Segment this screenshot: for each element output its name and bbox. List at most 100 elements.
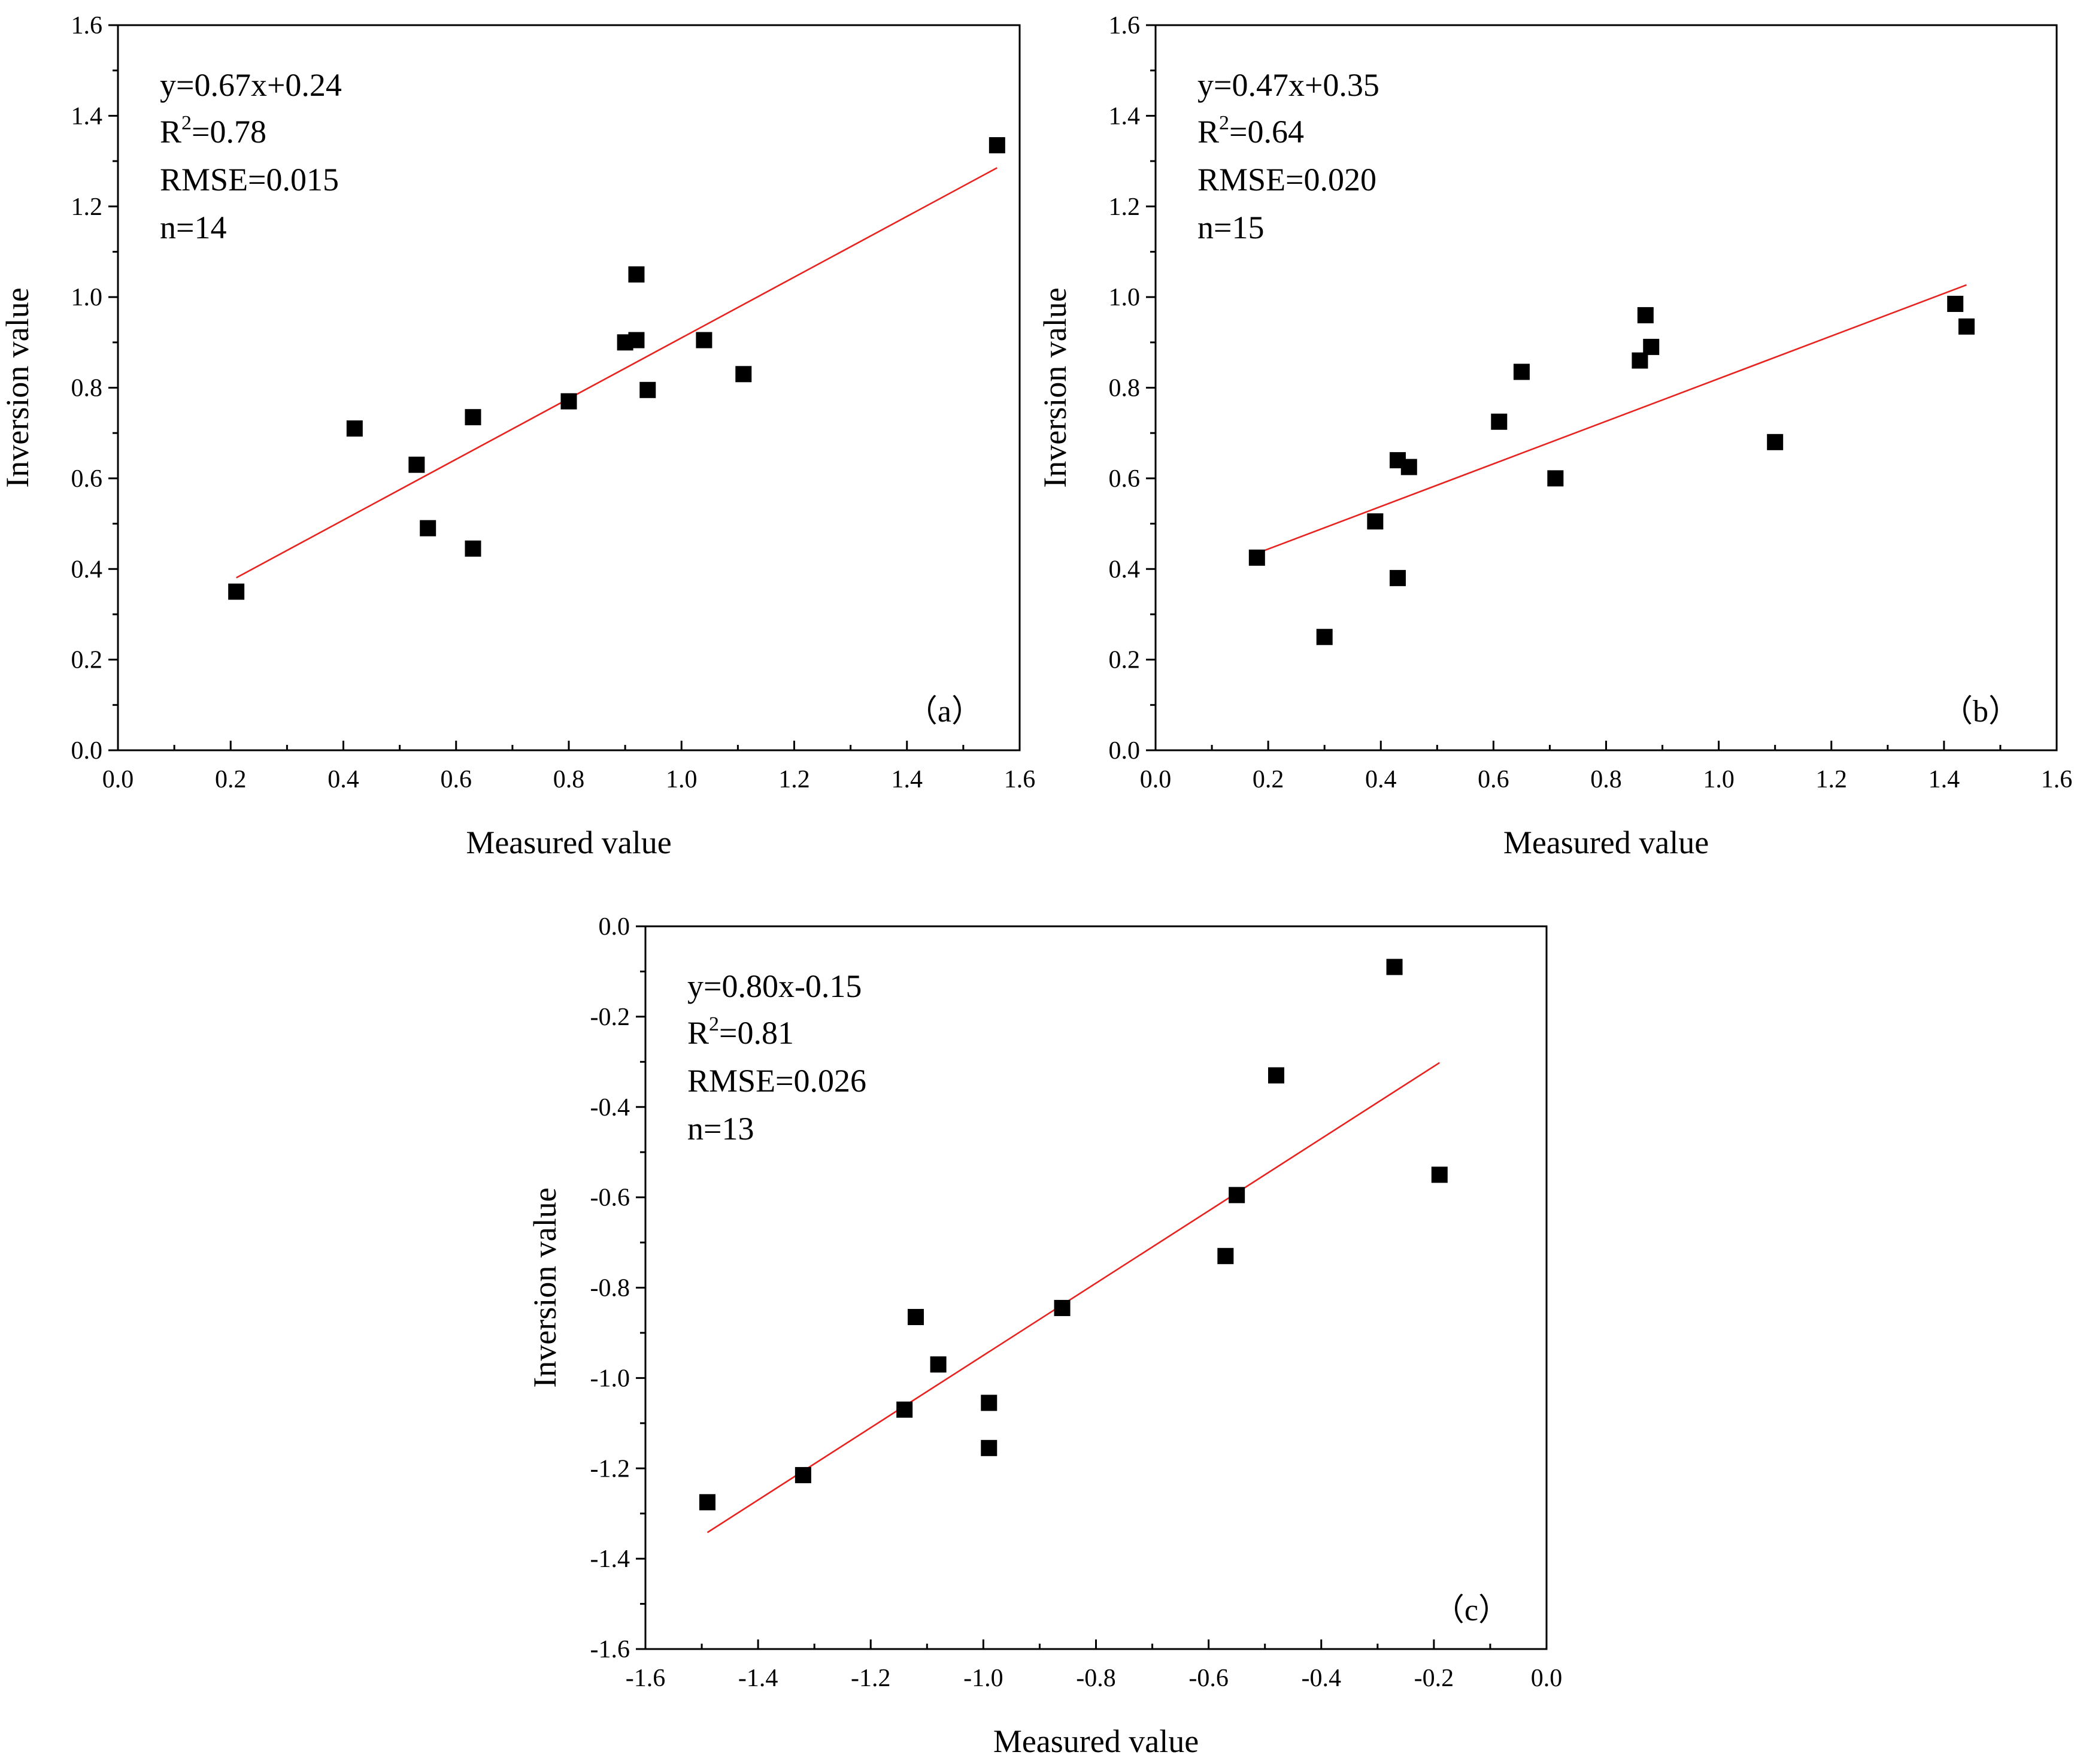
y-tick-label: 1.4 [1109, 102, 1141, 130]
y-tick-label: 1.2 [1109, 193, 1141, 221]
x-tick-label: 1.0 [666, 766, 698, 793]
y-tick-label: -0.8 [590, 1275, 630, 1302]
data-point [1400, 459, 1417, 475]
y-tick-label: 1.6 [1109, 12, 1141, 40]
x-tick-label: 0.2 [1253, 766, 1284, 793]
data-point [465, 409, 481, 426]
x-tick-label: 0.0 [1531, 1665, 1563, 1692]
data-point [1217, 1248, 1234, 1265]
data-point [696, 332, 712, 348]
sample-count: n=15 [1197, 210, 1264, 245]
regression-line [707, 1062, 1440, 1533]
y-tick-label: 0.8 [1109, 375, 1141, 402]
rmse: RMSE=0.020 [1197, 162, 1376, 198]
data-point [228, 583, 245, 600]
y-tick-label: 0.4 [71, 556, 103, 583]
y-axis-title: Inversion value [527, 1187, 563, 1387]
x-tick-label: 0.4 [328, 766, 359, 793]
x-axis-title: Measured value [466, 825, 671, 860]
regression-equation: y=0.47x+0.35 [1197, 67, 1379, 103]
data-point [795, 1467, 811, 1484]
y-axis-title: Inversion value [0, 287, 35, 487]
x-axis-title: Measured value [993, 1723, 1199, 1759]
data-point [1547, 470, 1564, 487]
y-tick-label: 0.2 [71, 647, 103, 674]
x-tick-label: -1.6 [626, 1665, 666, 1692]
x-tick-label: 0.6 [441, 766, 472, 793]
data-point [896, 1401, 913, 1418]
y-tick-label: 1.2 [71, 193, 103, 221]
panel-label: （c） [1433, 1593, 1509, 1627]
y-tick-label: 1.6 [71, 12, 103, 40]
sample-count: n=14 [160, 210, 226, 245]
data-point [1268, 1067, 1284, 1084]
data-point [981, 1439, 997, 1456]
data-point [560, 393, 577, 410]
x-axis-title: Measured value [1503, 825, 1709, 860]
y-axis-title: Inversion value [1037, 287, 1073, 487]
data-point [1389, 569, 1406, 586]
x-tick-label: 1.2 [1816, 766, 1848, 793]
y-tick-label: 0.2 [1109, 647, 1141, 674]
data-point [1431, 1166, 1448, 1183]
rmse: RMSE=0.015 [160, 162, 339, 198]
panel-label: （b） [1942, 695, 2020, 729]
data-point [628, 266, 645, 283]
regression-line [236, 167, 997, 579]
data-point [930, 1356, 947, 1373]
data-point [1491, 413, 1508, 430]
y-tick-label: 0.0 [1109, 737, 1141, 765]
data-point [1229, 1187, 1245, 1204]
y-tick-label: 1.4 [71, 102, 103, 130]
regression-equation: y=0.80x-0.15 [687, 968, 862, 1004]
y-tick-label: -0.2 [590, 1004, 630, 1031]
data-point [420, 520, 436, 537]
x-tick-label: -0.8 [1076, 1665, 1116, 1692]
data-point [1637, 307, 1654, 323]
y-tick-label: -0.6 [590, 1184, 630, 1212]
data-point [1248, 549, 1265, 566]
x-tick-label: 0.4 [1365, 766, 1397, 793]
y-tick-label: 0.4 [1109, 556, 1141, 583]
y-tick-label: -1.4 [590, 1545, 630, 1573]
y-tick-label: 0.8 [71, 375, 103, 402]
x-tick-label: -0.6 [1188, 1665, 1229, 1692]
regression-line [1256, 284, 1967, 554]
y-tick-label: -1.2 [590, 1455, 630, 1483]
data-point [1947, 295, 1964, 312]
data-point [735, 366, 752, 383]
data-point [1367, 513, 1384, 530]
data-point [628, 332, 645, 348]
y-tick-label: 1.0 [1109, 284, 1141, 311]
data-point [1386, 959, 1403, 975]
y-tick-label: 0.0 [599, 913, 630, 941]
x-tick-label: -1.0 [963, 1665, 1003, 1692]
data-point [908, 1309, 924, 1326]
data-point [1513, 363, 1530, 380]
data-point [346, 420, 363, 437]
x-tick-label: 1.6 [1004, 766, 1036, 793]
data-point [1316, 629, 1333, 645]
x-tick-label: 0.8 [553, 766, 585, 793]
y-tick-label: 0.0 [71, 737, 103, 765]
y-tick-label: 0.6 [1109, 465, 1141, 493]
chart-panel-a: 0.0 0.2 0.4 0.6 0.8 1.0 1.2 1.4 1.6 0.0 0.2 0.4 0.6 0… [0, 12, 1035, 860]
y-tick-label: -1.0 [590, 1365, 630, 1392]
sample-count: n=13 [687, 1111, 754, 1147]
x-tick-label: 0.0 [1140, 766, 1172, 793]
r-squared: R2=0.81 [687, 1013, 794, 1051]
y-tick-label: -0.4 [590, 1094, 630, 1122]
data-point [1767, 434, 1784, 450]
data-point [1958, 318, 1975, 335]
y-tick-label: -1.6 [590, 1636, 630, 1663]
chart-panel-b: 0.0 0.2 0.4 0.6 0.8 1.0 1.2 1.4 1.6 0.0 0.2 0.4 0.6 0… [1037, 12, 2072, 860]
x-tick-label: 1.2 [778, 766, 810, 793]
data-point [981, 1395, 997, 1411]
data-point [699, 1494, 715, 1511]
x-tick-label: 0.2 [215, 766, 247, 793]
x-tick-label: 1.4 [892, 766, 923, 793]
rmse: RMSE=0.026 [687, 1063, 866, 1099]
data-point [989, 137, 1005, 154]
regression-equation: y=0.67x+0.24 [160, 67, 342, 103]
